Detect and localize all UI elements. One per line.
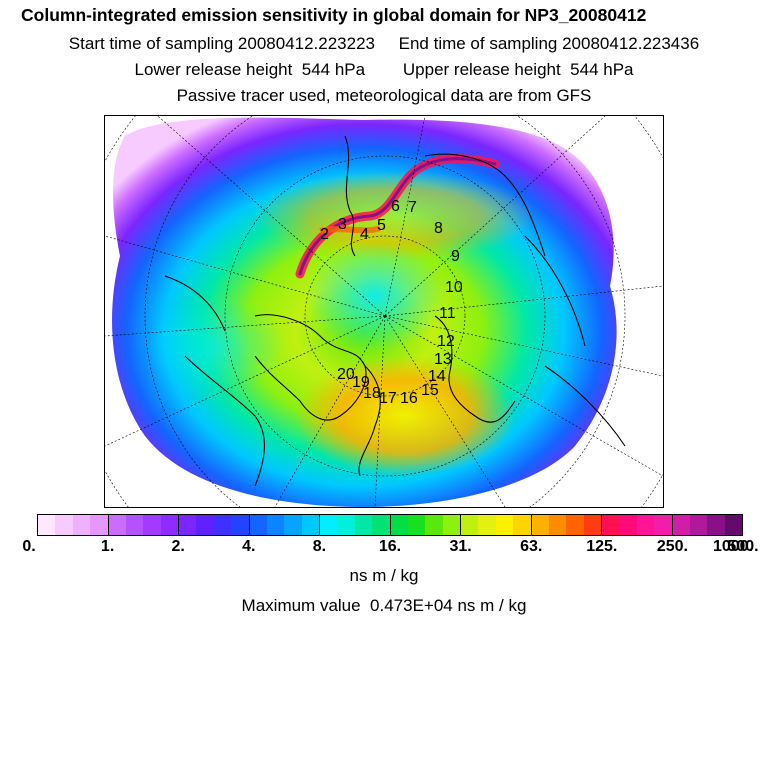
colorbar-tick-label: 1000. bbox=[712, 538, 754, 555]
colorbar-cell bbox=[354, 515, 373, 535]
map-canvas: 2 3 4 5 6 7 8 9 10 11 12 13 14 15 16 17 … bbox=[105, 116, 663, 507]
cyan-region-west bbox=[145, 296, 285, 396]
colorbar-cell bbox=[707, 515, 725, 535]
colorbar-cell bbox=[337, 515, 355, 535]
yellow-region-south bbox=[295, 356, 515, 476]
colorbar-cell bbox=[55, 515, 73, 535]
colorbar-cell bbox=[160, 515, 179, 535]
colorbar-tick-label: 4. bbox=[242, 538, 256, 555]
track-point-16: 16 bbox=[400, 390, 418, 407]
track-point-17: 17 bbox=[379, 390, 397, 407]
colorbar-tick-label: 0. bbox=[22, 538, 36, 555]
colorbar-cell bbox=[566, 515, 584, 535]
colorbar-tick-label: 125. bbox=[586, 538, 618, 555]
colorbar-cell bbox=[495, 515, 514, 535]
track-point-2: 2 bbox=[320, 226, 329, 243]
colorbar-cell bbox=[266, 515, 285, 535]
track-point-11: 11 bbox=[439, 305, 456, 322]
colorbar-cell bbox=[72, 515, 91, 535]
sampling-times: Start time of sampling 20080412.223223 E… bbox=[68, 34, 700, 53]
colorbar-tick-label: 1. bbox=[100, 538, 115, 555]
colorbar-tick-label: 31. bbox=[449, 538, 472, 555]
latitude-circles bbox=[105, 116, 663, 507]
track-point-10: 10 bbox=[445, 279, 463, 296]
colorbar-cell bbox=[213, 515, 232, 535]
colorbar-cell bbox=[284, 515, 302, 535]
track-point-20: 20 bbox=[337, 366, 355, 383]
colorbar-cell bbox=[531, 515, 549, 535]
colorbar-cell bbox=[90, 515, 109, 535]
colorbar-cell bbox=[461, 515, 479, 535]
tracer-info: Passive tracer used, meteorological data… bbox=[176, 86, 592, 105]
track-point-19: 19 bbox=[352, 374, 370, 391]
colorbar-cell bbox=[38, 515, 56, 535]
track-point-7: 7 bbox=[408, 199, 417, 216]
track-point-6: 6 bbox=[391, 198, 400, 215]
colorbar-cell bbox=[407, 515, 426, 535]
track-point-4: 4 bbox=[360, 226, 369, 243]
colorbar-cell bbox=[654, 515, 673, 535]
colorbar-cell bbox=[548, 515, 567, 535]
colorbar-cell bbox=[442, 515, 461, 535]
colorbar-cell bbox=[372, 515, 391, 535]
colorbar-tick-label: 250. bbox=[656, 538, 688, 555]
colorbar-tick-label: 16. bbox=[378, 538, 402, 555]
release-heights: Lower release height 544 hPa Upper relea… bbox=[134, 60, 634, 79]
track-point-12: 12 bbox=[437, 333, 455, 350]
colorbar-tick-label: 2. bbox=[171, 538, 185, 555]
cyan-region-center bbox=[305, 241, 445, 351]
colorbar-cell bbox=[583, 515, 602, 535]
emission-sensitivity-map: 2 3 4 5 6 7 8 9 10 11 12 13 14 15 16 17 … bbox=[104, 115, 664, 508]
colorbar-cell bbox=[108, 515, 126, 535]
colorbar-cell bbox=[196, 515, 214, 535]
track-point-8: 8 bbox=[434, 220, 443, 237]
colorbar-cell bbox=[602, 515, 620, 535]
colorbar-cell bbox=[425, 515, 443, 535]
track-point-18: 18 bbox=[363, 385, 381, 402]
track-point-9: 9 bbox=[451, 248, 460, 265]
track-point-13: 13 bbox=[434, 351, 452, 368]
coastlines bbox=[164, 135, 626, 487]
colorbar-cell bbox=[249, 515, 267, 535]
colorbar-cell bbox=[143, 515, 161, 535]
track-point-5: 5 bbox=[377, 217, 386, 234]
track-point-15: 15 bbox=[421, 382, 439, 399]
track-point-3: 3 bbox=[338, 216, 347, 233]
colorbar-cell bbox=[179, 515, 197, 535]
track-point-labels: 2 3 4 5 6 7 8 9 10 11 12 13 14 15 16 17 … bbox=[320, 198, 463, 407]
colorbar-cell bbox=[689, 515, 708, 535]
colorbar-cell bbox=[724, 515, 742, 535]
track-point-14: 14 bbox=[428, 368, 446, 385]
maximum-value: Maximum value 0.473E+04 ns m / kg bbox=[241, 596, 527, 615]
colorbar-cell bbox=[478, 515, 496, 535]
plot-title: Column-integrated emission sensitivity i… bbox=[21, 5, 647, 25]
colorbar-cell bbox=[619, 515, 637, 535]
colorbar-cell bbox=[513, 515, 532, 535]
colorbar-cell bbox=[301, 515, 320, 535]
colorbar-cell bbox=[231, 515, 250, 535]
colorbar-units: ns m / kg bbox=[349, 566, 419, 585]
colorbar-cell bbox=[320, 515, 338, 535]
colorbar-cell bbox=[390, 515, 408, 535]
colorbar-cell bbox=[672, 515, 690, 535]
colorbar-tick-label: 500. bbox=[727, 538, 759, 555]
colorbar-tick-label: 8. bbox=[312, 538, 327, 555]
colorbar-tick-label: 63. bbox=[520, 538, 543, 555]
meridians bbox=[105, 116, 663, 507]
colorbar bbox=[37, 514, 743, 536]
colorbar-cell bbox=[636, 515, 655, 535]
colorbar-cell bbox=[125, 515, 144, 535]
